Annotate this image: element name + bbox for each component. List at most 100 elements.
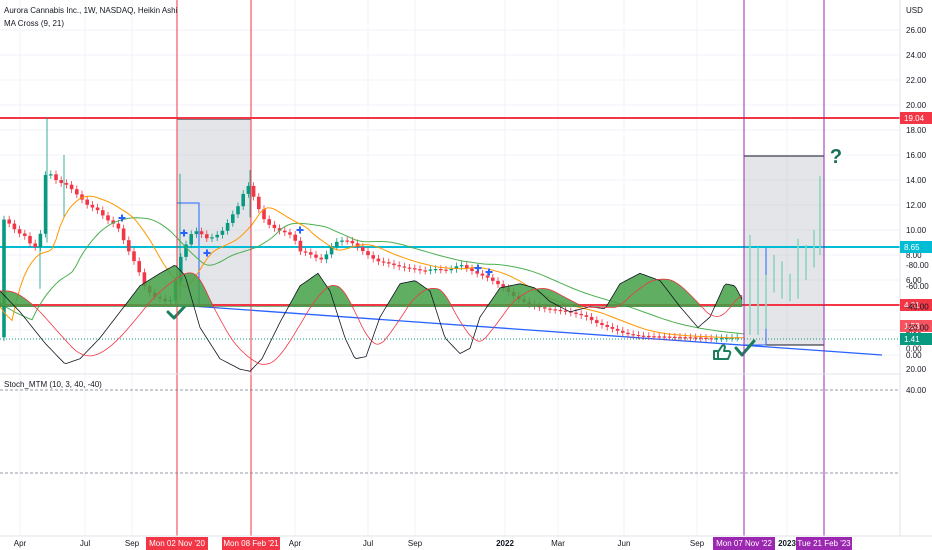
currency-label: USD bbox=[906, 6, 923, 15]
svg-text:4.01: 4.01 bbox=[904, 301, 920, 310]
candle bbox=[257, 193, 261, 213]
svg-text:1.53: 1.53 bbox=[904, 322, 920, 331]
price-tick: 12.00 bbox=[906, 201, 927, 210]
candle bbox=[714, 334, 719, 343]
price-tick: 20.00 bbox=[906, 101, 927, 110]
candle bbox=[324, 250, 329, 264]
candle bbox=[688, 333, 693, 342]
cross-marker bbox=[203, 249, 211, 257]
time-tick: 2022 bbox=[496, 539, 514, 548]
candle bbox=[7, 215, 11, 228]
osc-tick: -20.00 bbox=[906, 324, 929, 333]
candle bbox=[23, 229, 27, 240]
time-marker: Mon 07 Nov '22 bbox=[713, 537, 775, 550]
candle bbox=[662, 332, 667, 341]
candle bbox=[49, 170, 53, 179]
highlight-box-2 bbox=[743, 155, 825, 346]
time-tick: Apr bbox=[14, 539, 27, 548]
candle bbox=[137, 257, 141, 277]
candle bbox=[262, 205, 266, 223]
candle bbox=[38, 230, 43, 251]
candle bbox=[600, 319, 604, 329]
price-axis-tags: 19.04 8.65 4.01 1.53 1.41 bbox=[900, 112, 932, 345]
price-axis-bg[interactable] bbox=[900, 0, 932, 536]
candle bbox=[465, 261, 469, 273]
price-tick: 22.00 bbox=[906, 76, 927, 85]
time-marker: Mon 02 Nov '20 bbox=[146, 537, 208, 550]
candle bbox=[693, 333, 698, 342]
candle bbox=[277, 224, 282, 235]
svg-text:1.41: 1.41 bbox=[904, 335, 920, 344]
candle bbox=[605, 321, 609, 331]
candle bbox=[225, 219, 230, 235]
candle bbox=[563, 306, 568, 316]
candle bbox=[319, 253, 323, 264]
candle bbox=[345, 236, 349, 245]
price-tick: 24.00 bbox=[906, 51, 927, 60]
candle bbox=[709, 334, 713, 343]
candle bbox=[449, 265, 453, 274]
check-icon bbox=[734, 339, 756, 357]
candle bbox=[215, 231, 219, 242]
price-tag: 4.01 bbox=[900, 299, 932, 311]
candle bbox=[641, 331, 646, 340]
candle bbox=[309, 248, 313, 259]
time-tick: Jul bbox=[363, 539, 373, 548]
candle bbox=[132, 247, 136, 265]
candle bbox=[553, 305, 557, 314]
candle bbox=[12, 219, 17, 233]
candle bbox=[303, 247, 308, 256]
candle bbox=[418, 265, 422, 275]
candle bbox=[59, 176, 63, 187]
candle bbox=[33, 239, 37, 251]
candle bbox=[205, 230, 209, 243]
candle bbox=[470, 264, 474, 275]
candle bbox=[491, 273, 495, 285]
candle bbox=[329, 242, 334, 259]
candle bbox=[626, 329, 630, 338]
candle bbox=[298, 237, 303, 256]
candle bbox=[652, 332, 656, 341]
candle bbox=[267, 215, 271, 229]
candle bbox=[189, 230, 193, 249]
candle bbox=[106, 211, 110, 225]
question-mark: ? bbox=[830, 146, 842, 168]
osc-tick: 40.00 bbox=[906, 386, 927, 395]
candle bbox=[241, 190, 245, 210]
candle bbox=[199, 227, 204, 238]
check-icon bbox=[166, 304, 187, 320]
candle bbox=[194, 227, 199, 238]
osc-tick: 20.00 bbox=[906, 365, 927, 374]
candle bbox=[413, 264, 417, 273]
osc-main-line bbox=[0, 265, 743, 372]
candle bbox=[678, 333, 682, 341]
candle bbox=[335, 238, 339, 251]
time-tick: Sep bbox=[125, 539, 140, 548]
candle bbox=[387, 258, 391, 268]
candle bbox=[340, 236, 344, 246]
candle bbox=[584, 311, 589, 321]
indicator-label: MA Cross (9, 21) bbox=[4, 19, 64, 28]
time-tick: Jul bbox=[80, 539, 90, 548]
candle bbox=[288, 228, 292, 239]
candle bbox=[558, 306, 563, 315]
svg-text:8.65: 8.65 bbox=[904, 243, 920, 252]
osc-indicator-label: Stoch_MTM (10, 3, 40, -40) bbox=[4, 380, 102, 389]
candle bbox=[17, 225, 22, 238]
candle bbox=[444, 265, 448, 274]
candle bbox=[80, 190, 84, 204]
candle bbox=[699, 333, 703, 342]
price-tag: 1.53 bbox=[900, 320, 932, 332]
candle bbox=[116, 219, 121, 233]
osc-tick: 0.00 bbox=[906, 344, 922, 353]
trend-line[interactable] bbox=[176, 304, 883, 356]
time-axis-markers: Mon 02 Nov '20 Mon 08 Feb '21 Mon 07 Nov '… bbox=[146, 537, 852, 550]
candle bbox=[428, 265, 433, 275]
time-tick: Jun bbox=[618, 539, 631, 548]
candle bbox=[293, 230, 297, 245]
price-tick: 14.00 bbox=[906, 176, 927, 185]
candle bbox=[43, 171, 48, 238]
candle bbox=[64, 179, 69, 189]
svg-text:Mon 08 Feb '21: Mon 08 Feb '21 bbox=[223, 539, 279, 548]
